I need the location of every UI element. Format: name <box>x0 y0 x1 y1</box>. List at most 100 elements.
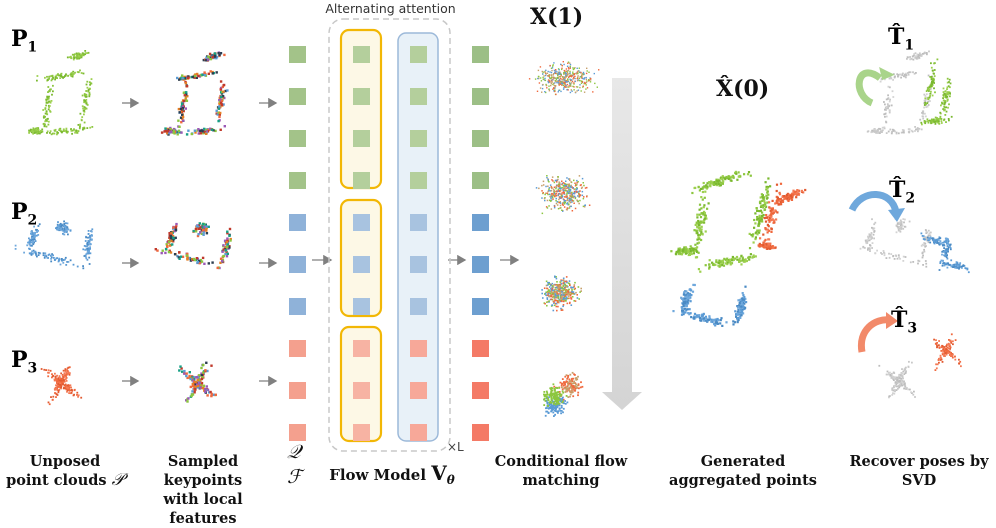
query-set-symbol: 𝒬 <box>287 441 301 463</box>
caption-sampled-keypoints: Sampled keypoints with local features <box>163 453 243 527</box>
repeat-l-label: ×L <box>447 440 464 454</box>
point-cloud <box>939 77 952 116</box>
token-square <box>472 382 489 399</box>
point-cloud <box>748 177 772 250</box>
point-cloud <box>185 361 213 403</box>
stage-arrows <box>122 97 520 387</box>
pose-arrow-1-icon <box>855 69 883 107</box>
generated-label-x0: X̂(0) <box>716 76 770 102</box>
token-square <box>289 340 306 357</box>
point-cloud <box>82 228 94 261</box>
token-square <box>289 130 306 147</box>
feature-set-symbol: ℱ <box>287 466 302 488</box>
point-cloud <box>888 360 913 399</box>
token-square <box>353 172 370 189</box>
caption-recover-poses: Recover poses by SVD <box>849 453 989 489</box>
point-cloud <box>680 283 696 314</box>
point-clouds-layer <box>14 50 970 417</box>
caption-unposed-clouds: Unposed point clouds 𝒫 <box>6 453 124 490</box>
point-cloud <box>883 85 895 130</box>
token-square <box>410 88 427 105</box>
token-square <box>289 424 306 441</box>
token-square <box>353 424 370 441</box>
point-cloud <box>866 126 884 134</box>
point-cloud <box>55 220 72 236</box>
point-cloud <box>176 80 189 134</box>
point-cloud <box>66 50 90 61</box>
point-cloud <box>691 170 752 195</box>
token-square <box>353 130 370 147</box>
point-cloud <box>919 74 934 121</box>
token-square <box>289 88 306 105</box>
point-cloud <box>175 125 226 136</box>
token-square <box>353 46 370 63</box>
point-cloud <box>942 259 970 274</box>
token-square <box>410 424 427 441</box>
token-square <box>353 214 370 231</box>
token-square <box>410 298 427 315</box>
token-square <box>410 340 427 357</box>
point-cloud <box>672 308 735 327</box>
point-cloud <box>14 244 91 270</box>
point-cloud <box>934 333 957 371</box>
pose-arrow-3-icon <box>857 316 891 353</box>
token-square <box>353 298 370 315</box>
point-cloud <box>894 217 911 234</box>
point-cloud <box>535 175 591 215</box>
point-cloud <box>47 366 71 406</box>
token-square <box>410 130 427 147</box>
token-square <box>472 298 489 315</box>
point-cloud <box>938 237 952 271</box>
point-cloud <box>885 126 923 135</box>
caption-conditional-flow: Conditional flow matching <box>494 453 628 489</box>
point-cloud <box>859 245 928 268</box>
point-cloud <box>541 275 582 312</box>
token-square <box>410 46 427 63</box>
point-cloud <box>757 242 777 250</box>
point-cloud <box>697 253 757 273</box>
token-square <box>472 340 489 357</box>
point-cloud <box>215 80 229 123</box>
token-square <box>410 382 427 399</box>
point-cloud <box>42 79 54 128</box>
point-cloud <box>28 127 44 135</box>
token-square <box>472 214 489 231</box>
cloud-label-p3: P3 <box>11 347 38 377</box>
caption-flow-model: Flow Model Vθ <box>329 461 455 487</box>
token-square <box>410 172 427 189</box>
point-cloud <box>777 188 807 206</box>
pipeline-figure <box>14 18 970 452</box>
point-cloud <box>920 232 951 248</box>
flow-direction-arrow <box>602 78 642 410</box>
token-square <box>472 256 489 273</box>
token-square <box>289 172 306 189</box>
cloud-label-p2: P2 <box>11 199 38 229</box>
point-cloud <box>933 338 962 368</box>
token-square <box>472 46 489 63</box>
point-cloud <box>690 184 712 259</box>
point-cloud <box>164 222 178 255</box>
token-square <box>410 256 427 273</box>
pose-arrow-2-icon <box>848 191 900 214</box>
point-cloud <box>160 126 181 136</box>
point-cloud <box>202 51 226 62</box>
point-cloud <box>528 61 600 96</box>
point-cloud <box>26 223 41 250</box>
token-square <box>472 130 489 147</box>
pose-label-t2: T̂2 <box>889 177 916 207</box>
point-cloud <box>864 218 877 251</box>
token-square <box>410 214 427 231</box>
noise-label-x1: X(1) <box>530 4 584 30</box>
caption-generated-points: Generated aggregated points <box>669 453 817 489</box>
point-cloud <box>77 78 93 129</box>
point-cloud <box>543 383 568 407</box>
cloud-label-p1: P1 <box>11 26 38 56</box>
token-square <box>289 382 306 399</box>
token-square <box>472 172 489 189</box>
point-cloud <box>923 58 939 106</box>
token-square <box>472 424 489 441</box>
point-cloud <box>920 229 932 262</box>
token-square <box>289 214 306 231</box>
token-square <box>289 256 306 273</box>
point-cloud <box>879 71 917 83</box>
